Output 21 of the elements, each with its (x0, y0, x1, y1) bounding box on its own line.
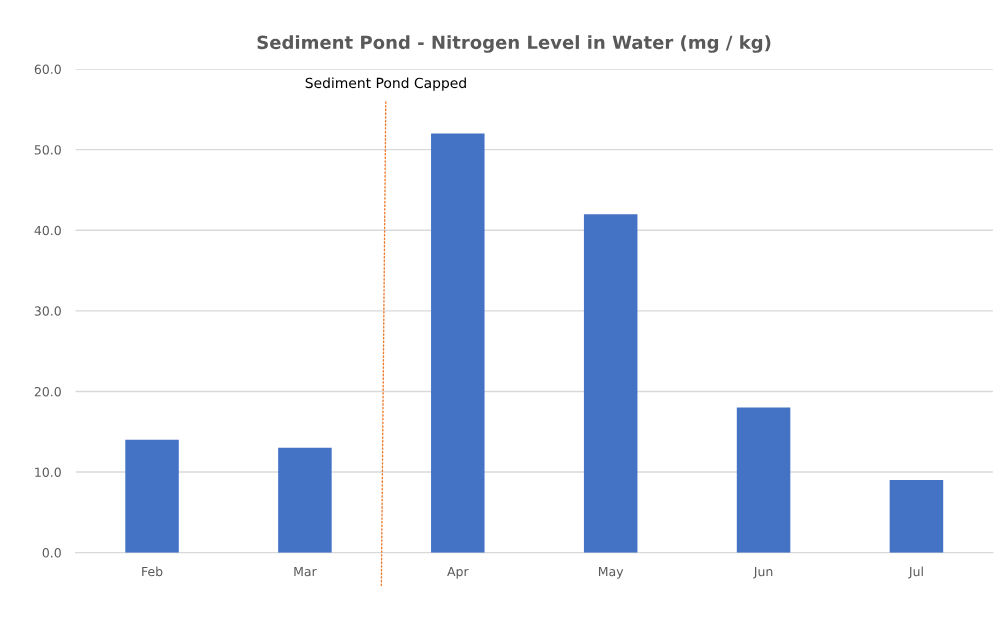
y-tick-label: 60.0 (34, 64, 61, 75)
chart-title: Sediment Pond - Nitrogen Level in Water (mg / kg) (257, 35, 771, 53)
y-tick-label: 20.0 (34, 386, 61, 397)
bar (125, 439, 179, 553)
y-tick-label: 40.0 (34, 225, 61, 236)
y-tick-label: 30.0 (34, 306, 61, 316)
x-tick-label: Mar (294, 566, 317, 577)
x-tick-label: Feb (142, 566, 163, 577)
annotation: Sediment Pond Capped (305, 77, 466, 91)
x-tick-label: May (598, 566, 624, 579)
y-tick-label: 0.0 (42, 548, 61, 558)
x-tick-label: Jul (908, 566, 923, 579)
x-tick-label: Apr (447, 566, 469, 579)
y-tick-label: 50.0 (34, 145, 61, 155)
bar (278, 447, 332, 553)
bar (431, 133, 485, 553)
x-tick-label: Jun (753, 566, 773, 579)
y-tick-label: 10.0 (35, 467, 61, 477)
bar (736, 407, 791, 553)
bar (889, 480, 944, 553)
bar (583, 214, 638, 553)
